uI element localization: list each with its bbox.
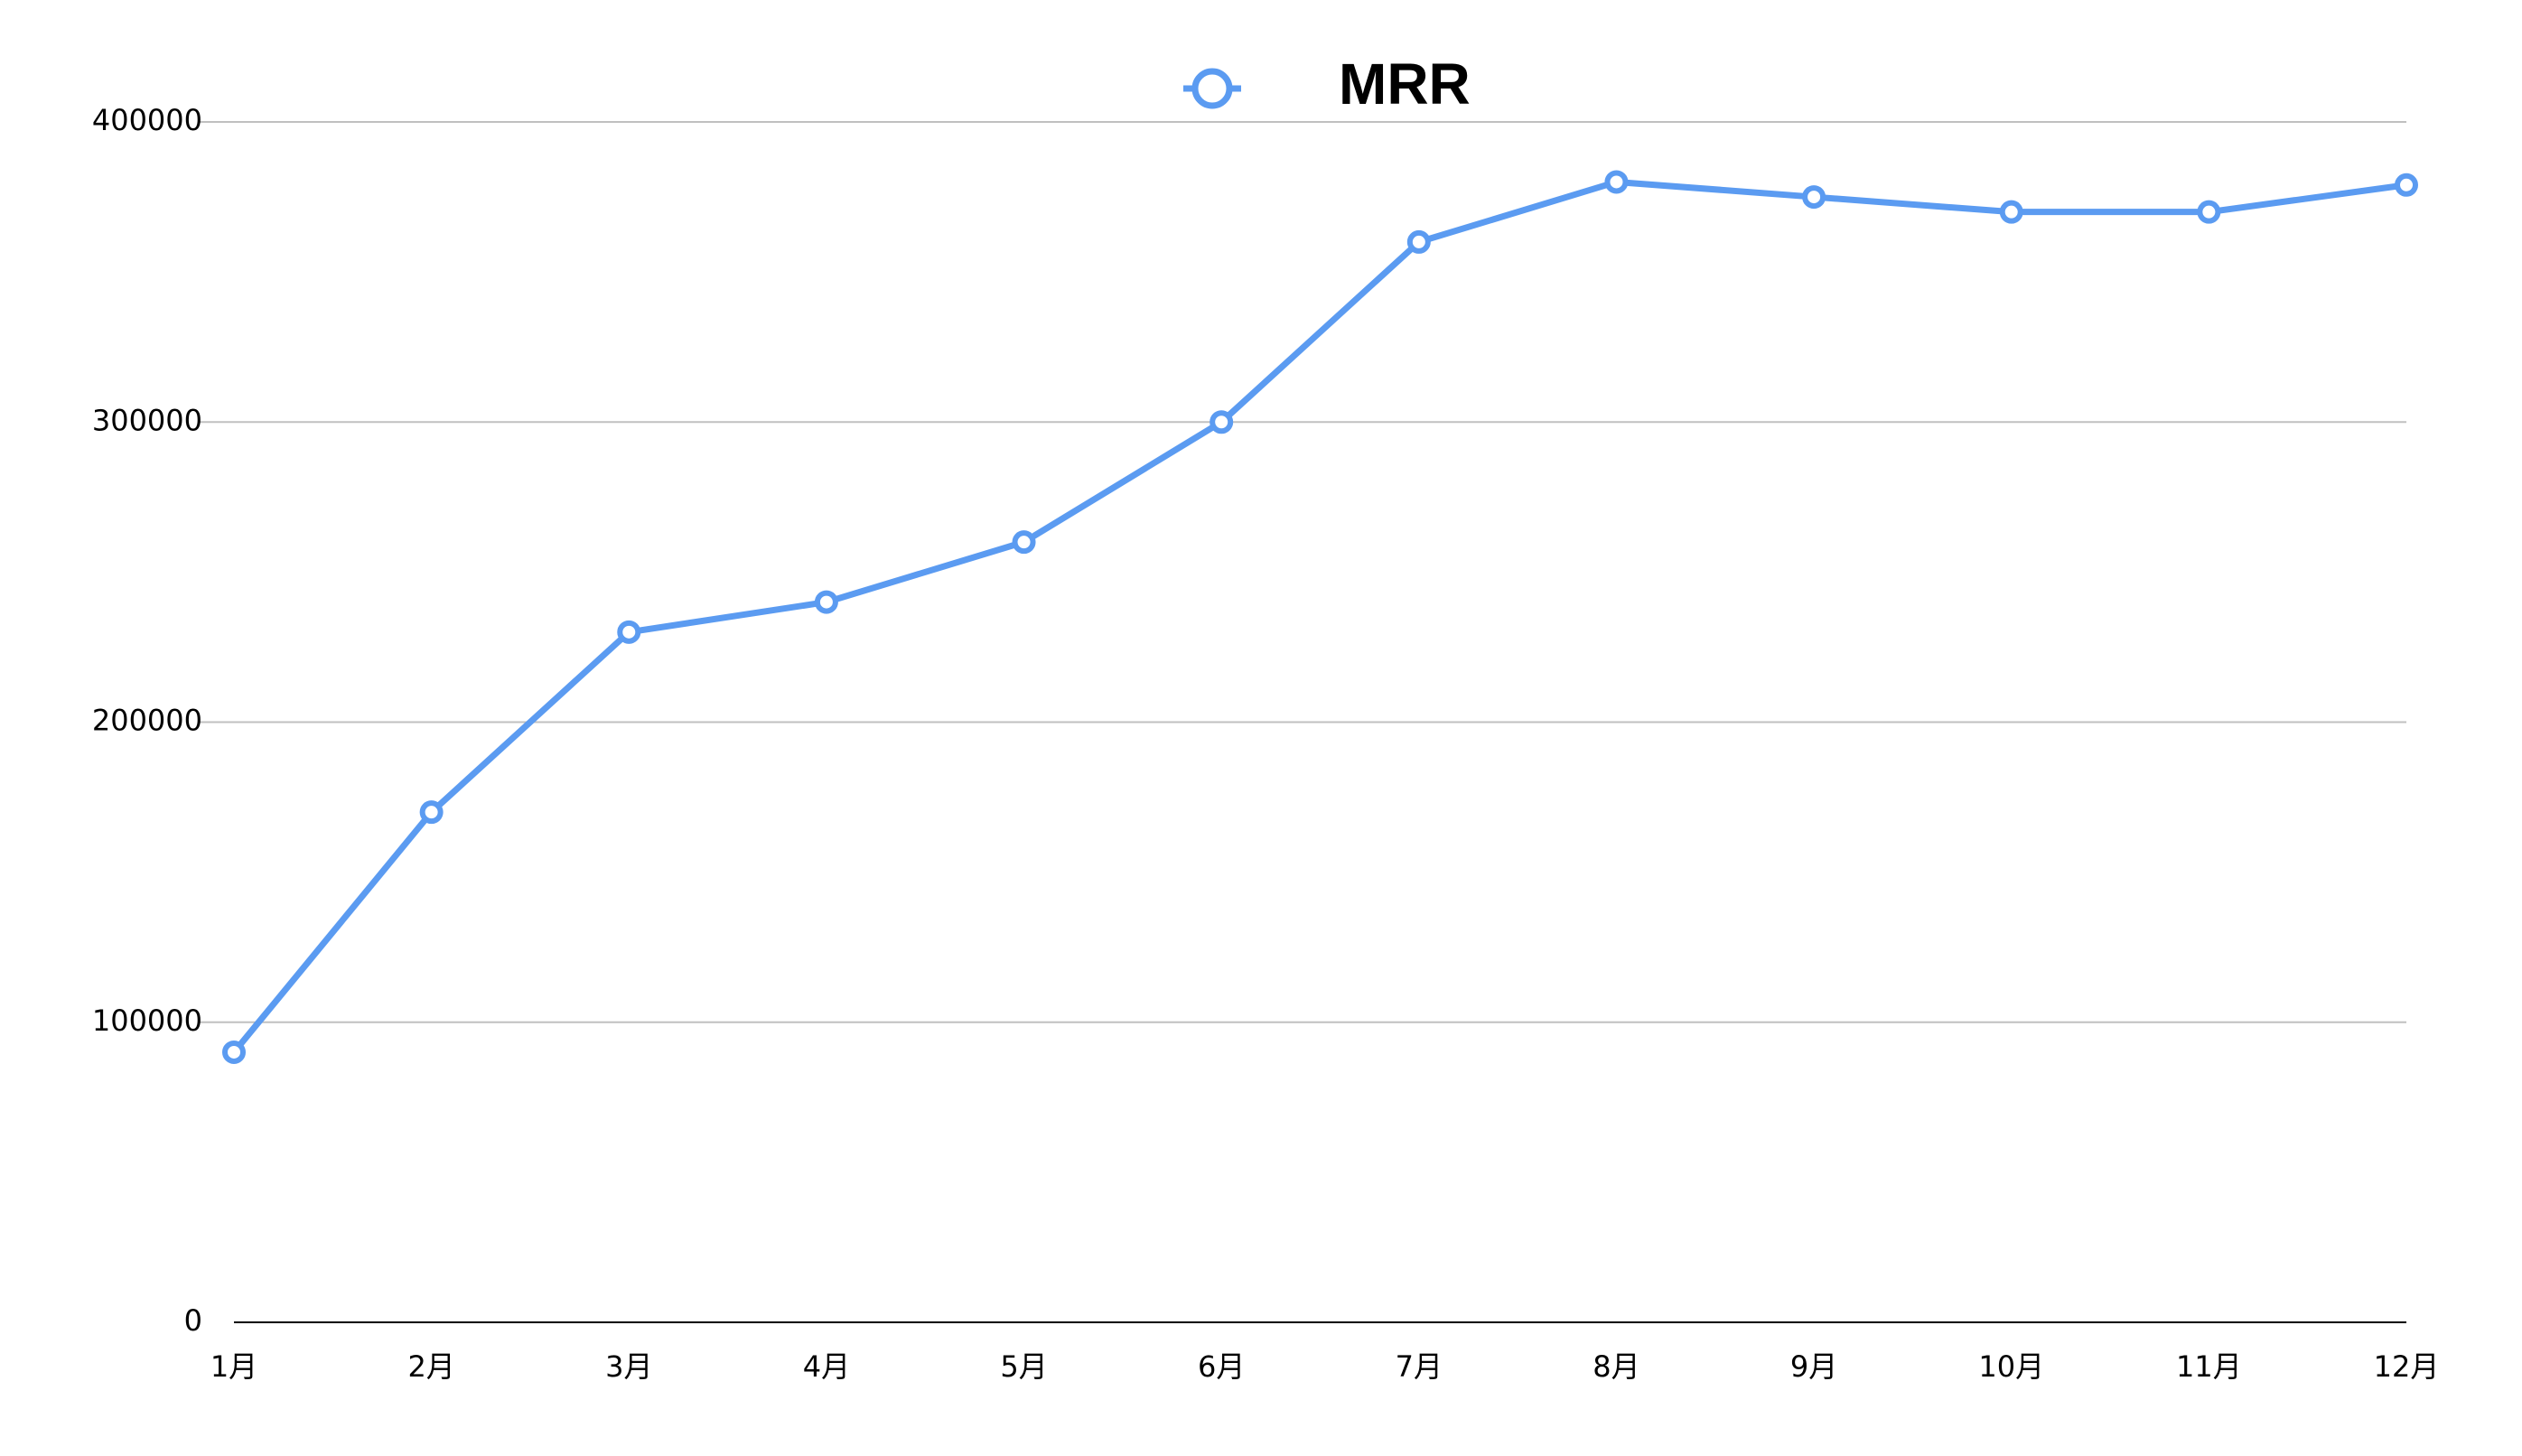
data-point (2197, 200, 2221, 224)
y-gridlines (198, 121, 2406, 1023)
x-tick-label: 12月 (2374, 1349, 2440, 1384)
x-tick-label: 1月 (210, 1349, 257, 1384)
data-point (222, 1040, 246, 1064)
data-point (617, 620, 641, 644)
y-tick-label: 100000 (92, 1003, 202, 1038)
x-tick-label: 7月 (1396, 1349, 1443, 1384)
legend-marker-mrr (1191, 68, 1233, 109)
series-points-mrr (222, 170, 2418, 1064)
x-tick-label: 8月 (1593, 1349, 1639, 1384)
x-tick-label: 3月 (605, 1349, 652, 1384)
legend: MRR (1183, 51, 1471, 117)
x-tick-label: 4月 (803, 1349, 850, 1384)
legend-label-mrr: MRR (1339, 51, 1471, 117)
y-axis-tick-labels: 0 100000 200000 300000 400000 (92, 103, 202, 1338)
y-tick-label: 200000 (92, 704, 202, 738)
x-tick-label: 9月 (1790, 1349, 1837, 1384)
series-line-mrr (230, 178, 2410, 1056)
x-tick-label: 2月 (407, 1349, 454, 1384)
x-axis-tick-labels: 1月 2月 3月 4月 5月 6月 7月 8月 9月 10月 11月 12月 (210, 1349, 2440, 1384)
x-tick-label: 6月 (1198, 1349, 1245, 1384)
x-tick-label: 11月 (2176, 1349, 2242, 1384)
x-tick-label: 5月 (1000, 1349, 1047, 1384)
y-tick-label: 0 (184, 1303, 202, 1338)
data-point (1999, 200, 2023, 224)
data-point (1210, 410, 1234, 434)
data-point (1406, 229, 1431, 254)
data-point (2395, 173, 2418, 197)
y-tick-label: 400000 (92, 103, 202, 137)
data-point (1802, 185, 1826, 210)
y-tick-label: 300000 (92, 403, 202, 437)
data-point (419, 800, 444, 825)
x-tick-label: 10月 (1978, 1349, 2044, 1384)
data-point (1012, 530, 1036, 555)
data-point (814, 590, 838, 614)
data-point (1604, 170, 1629, 194)
